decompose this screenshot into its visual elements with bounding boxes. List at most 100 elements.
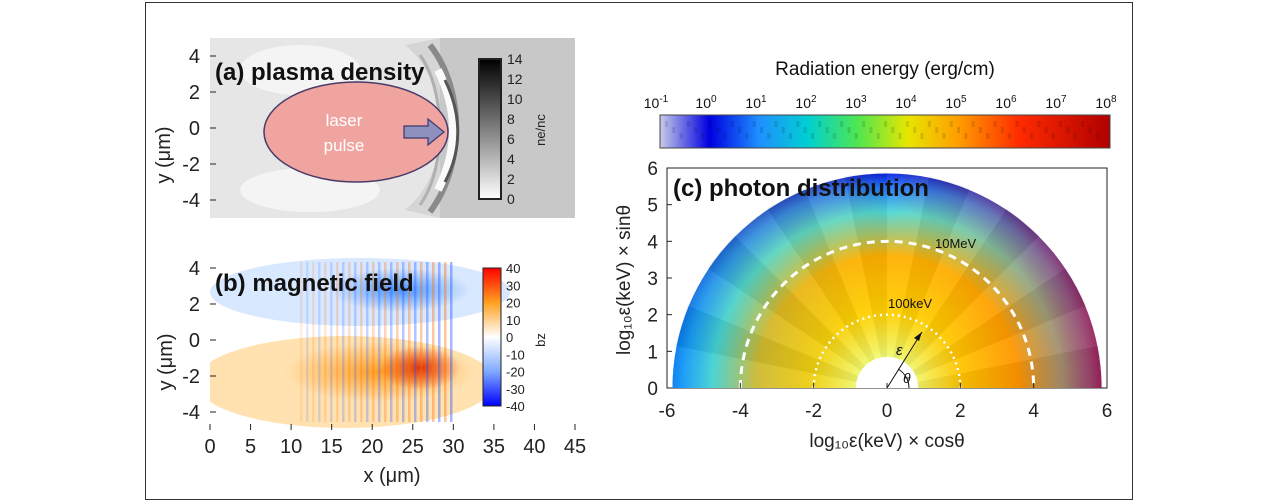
- figure-frame: [145, 2, 1133, 500]
- panel-b-ylabel: y (μm): [155, 333, 177, 390]
- panel-c-ytick-label: 6: [647, 159, 658, 180]
- panel-b-magnetic-field: (b) magnetic field 420-2-4 0 5 10 15 20 25 30 3…: [155, 250, 586, 487]
- colorbar-speckle: [986, 133, 990, 139]
- panel-b-colorbar-ticks: 40 30 20 10 0 -10 -20 -30 -40: [506, 261, 525, 414]
- epsilon-symbol: ε: [896, 342, 903, 359]
- panel-b-ytick-label: 2: [189, 294, 200, 316]
- angular-bin: [804, 175, 887, 388]
- colorbar-speckle: [913, 127, 917, 133]
- field-stripe: [378, 262, 381, 422]
- colorbar-speckle: [1000, 127, 1004, 133]
- theta-arc: [897, 368, 910, 389]
- field-stripe: [438, 262, 441, 422]
- field-stripe: [444, 262, 447, 422]
- colorbar-speckle: [840, 121, 844, 127]
- panel-c-xtick-label: -2: [805, 401, 822, 422]
- contour-10mev: [738, 239, 1036, 389]
- field-stripe: [306, 262, 309, 422]
- field-stripe: [348, 262, 351, 422]
- panel-c-ytick-label: 1: [647, 342, 658, 363]
- angular-bin: [887, 208, 1040, 388]
- panel-b-xtick-label: 25: [402, 436, 424, 458]
- field-stripe: [408, 262, 411, 422]
- panel-b-y-axis: 4 2 0 -2 -4: [182, 258, 216, 424]
- colorbar-speckle: [759, 127, 763, 133]
- panel-a-cbar-tick: 4: [507, 151, 515, 167]
- photon-semicircle-overlay: [672, 173, 1102, 388]
- colorbar-speckle: [949, 121, 953, 127]
- angular-bin: [707, 235, 887, 388]
- panel-a-colorbar-ticks: 14 12 10 8 6 4 2 0: [507, 51, 523, 207]
- panel-b-xtick-label: 15: [321, 436, 343, 458]
- field-map: [210, 250, 575, 430]
- panel-c-xlabel: log₁₀ε(keV) × cosθ: [809, 431, 964, 452]
- colorbar-speckle: [1008, 133, 1012, 139]
- field-stripe: [432, 262, 435, 422]
- field-stripe: [372, 262, 375, 422]
- field-stripe: [390, 262, 393, 422]
- colorbar-speckle: [884, 121, 887, 127]
- colorbar-speckle: [978, 127, 982, 133]
- colorbar-speckle: [964, 133, 968, 139]
- panel-a-ytick-label: 0: [189, 118, 200, 140]
- angular-bin: [766, 188, 887, 388]
- panel-c-ylabel: log₁₀ε(keV) × sinθ: [614, 205, 635, 355]
- panel-b-xtick-label: 35: [483, 436, 505, 458]
- colorbar-speckle: [854, 133, 858, 139]
- angular-bin: [687, 267, 887, 388]
- panel-c-cbar-tick: 105: [945, 94, 967, 111]
- field-stripe: [354, 262, 357, 422]
- panel-a-cbar-tick: 12: [507, 71, 523, 87]
- panel-c-y-axis: 0 1 2 3 4 5 6: [647, 159, 672, 400]
- panel-c-ytick-label: 2: [647, 306, 658, 327]
- panel-b-xtick-label: 45: [564, 436, 586, 458]
- panel-b-cbar-tick: 0: [506, 330, 513, 345]
- theta-symbol: θ: [903, 370, 911, 386]
- panel-b-ytick-label: -2: [182, 366, 200, 388]
- colorbar-speckle: [730, 121, 734, 127]
- panel-c-cbar-tick: 108: [1095, 94, 1117, 111]
- panel-b-xtick-label: 40: [523, 436, 545, 458]
- panel-a-ytick-label: 2: [189, 82, 200, 104]
- laser-direction-arrow: [403, 117, 445, 147]
- panel-a-ytick-label: -2: [182, 154, 200, 176]
- colorbar-speckle: [935, 127, 939, 133]
- colorbar-speckle: [1095, 133, 1099, 139]
- panel-b-xtick-label: 0: [204, 436, 215, 458]
- panel-a-cbar-tick: 8: [507, 111, 515, 127]
- colorbar-speckle: [716, 127, 720, 133]
- panel-c-xtick-label: 0: [882, 401, 893, 422]
- field-stripe: [450, 262, 453, 422]
- colorbar-speckle: [1030, 133, 1033, 139]
- colorbar-speckle: [708, 121, 712, 127]
- density-map: laser pulse: [210, 38, 575, 218]
- panel-b-cbar-tick: -30: [506, 382, 525, 397]
- field-stripe: [402, 262, 405, 422]
- panel-b-xtick-label: 20: [361, 436, 383, 458]
- angular-bin: [844, 171, 887, 388]
- field-stripe: [342, 262, 345, 422]
- angular-bin: [887, 345, 1104, 388]
- colorbar-speckle: [942, 133, 946, 139]
- field-stripe: [426, 262, 429, 422]
- colorbar-speckle: [1073, 133, 1077, 139]
- colorbar-speckle: [927, 121, 931, 127]
- colorbar-speckle: [694, 127, 698, 133]
- panel-b-cbar-tick: -40: [506, 399, 525, 414]
- colorbar-speckle: [781, 127, 785, 133]
- field-oscillations: [300, 262, 453, 422]
- angular-bin: [670, 345, 887, 388]
- colorbar-speckle: [701, 133, 705, 139]
- colorbar-speckle: [1037, 121, 1041, 127]
- panel-a-ytick-label: 4: [189, 46, 200, 68]
- pulse-label: pulse: [324, 136, 365, 155]
- field-stripe: [330, 262, 333, 422]
- angular-bin: [734, 208, 887, 388]
- angular-bin: [887, 171, 930, 388]
- panel-c-x-axis: -6 -4 -2 0 2 4 6: [659, 383, 1112, 422]
- colorbar-speckle: [847, 127, 851, 133]
- panel-b-xtick-label: 30: [442, 436, 464, 458]
- panel-a-colorbar: [478, 58, 502, 200]
- colorbar-speckle: [1044, 127, 1048, 133]
- panel-c-cbar-tick: 107: [1045, 94, 1067, 111]
